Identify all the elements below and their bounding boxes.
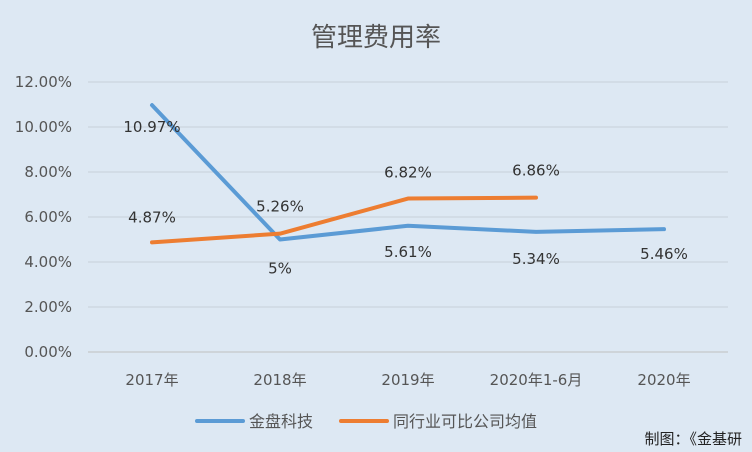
y-tick-label: 12.00% <box>15 73 72 91</box>
x-tick-label: 2019年 <box>381 371 434 389</box>
data-label: 6.82% <box>384 164 432 182</box>
chart-title: 管理费用率 <box>311 23 441 53</box>
series-line <box>150 103 666 242</box>
x-tick-label: 2020年 <box>637 371 690 389</box>
data-label: 5.61% <box>384 243 432 261</box>
data-label: 5.46% <box>640 245 688 263</box>
y-tick-label: 2.00% <box>24 298 72 316</box>
data-label: 4.87% <box>128 208 176 226</box>
legend-entry: 金盘科技 <box>249 412 313 431</box>
data-label: 6.86% <box>512 162 560 180</box>
y-tick-label: 4.00% <box>24 253 72 271</box>
y-tick-label: 10.00% <box>15 118 72 136</box>
series-lines <box>150 103 666 245</box>
legend-entry: 同行业可比公司均值 <box>393 412 537 431</box>
chart-credit: 制图：《金基研 <box>644 430 742 448</box>
data-label: 5.34% <box>512 250 560 268</box>
gridlines <box>88 81 728 353</box>
y-tick-label: 0.00% <box>24 343 72 361</box>
y-axis-ticks: 0.00% 2.00% 4.00% 6.00% 8.00% 10.00% 12.00% <box>15 73 72 361</box>
y-tick-label: 8.00% <box>24 163 72 181</box>
data-label: 10.97% <box>123 118 180 136</box>
data-labels: 10.97% 5% 5.61% 5.34% 5.46% 4.87% 5.26% 6.82% 6.… <box>123 118 687 277</box>
x-axis-ticks: 2017年 2018年 2019年 2020年1-6月 2020年 <box>125 371 690 389</box>
series-line <box>150 195 538 245</box>
legend: 金盘科技 同行业可比公司均值 <box>195 412 537 431</box>
y-tick-label: 6.00% <box>24 208 72 226</box>
x-tick-label: 2018年 <box>253 371 306 389</box>
data-label: 5.26% <box>256 198 304 216</box>
x-tick-label: 2017年 <box>125 371 178 389</box>
x-tick-label: 2020年1-6月 <box>490 371 583 389</box>
data-label: 5% <box>268 260 292 278</box>
